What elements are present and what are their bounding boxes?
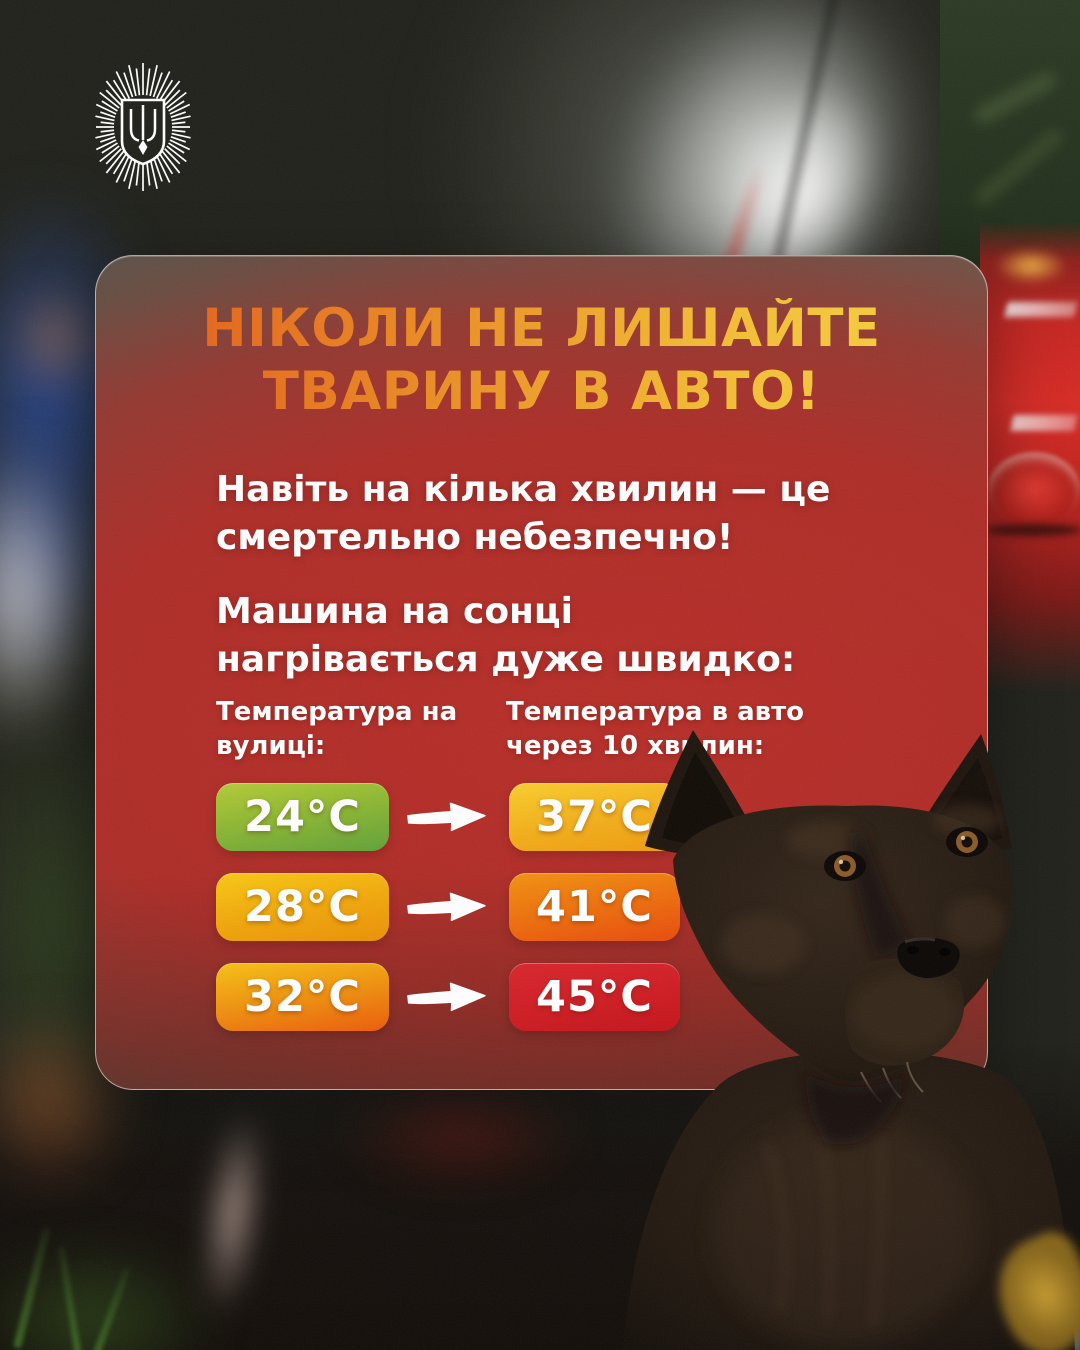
grass-blade — [12, 1225, 52, 1350]
temp-badge-outside: 32°C — [216, 963, 389, 1031]
temp-badge-outside: 24°C — [216, 783, 389, 851]
arrow-right-icon — [407, 802, 486, 832]
title-line-2: ТВАРИНУ В АВТО! — [262, 360, 821, 422]
turn-signal-light — [995, 248, 1067, 284]
arrow-right-icon — [407, 982, 486, 1012]
heating-text: Машина на сонці нагрівається дуже швидко… — [216, 591, 796, 680]
leaf — [972, 126, 1066, 208]
person-arm — [8, 282, 103, 397]
poster-title: НІКОЛИ НЕ ЛИШАЙТЕ ТВАРИНУ В АВТО! — [96, 298, 987, 423]
taillight-highlight — [1004, 302, 1078, 317]
white-blur-shape — [0, 400, 110, 790]
temp-badge-outside: 28°C — [216, 873, 389, 941]
person-in-blue — [0, 430, 105, 690]
red-reflection — [340, 1080, 580, 1185]
grass-blade — [57, 1245, 82, 1350]
title-line-1: НІКОЛИ НЕ ЛИШАЙТЕ — [202, 298, 881, 359]
leaf — [971, 69, 1059, 127]
taillight-shadow — [986, 524, 1080, 536]
red-car-body — [980, 222, 1080, 692]
taillight-highlight — [1010, 415, 1078, 431]
warning-text: Навіть на кілька хвилин — це смертельно … — [216, 469, 831, 558]
temperature-row: 24°C 37°C — [216, 783, 680, 851]
temperature-row: 32°C 45°C — [216, 963, 680, 1031]
grass-glow — [0, 1240, 220, 1350]
arrow-right-icon — [407, 892, 486, 922]
temperature-row: 28°C 41°C — [216, 873, 680, 941]
taillight-lens — [988, 452, 1080, 526]
column-header-outside: Температура на вулиці: — [216, 697, 458, 761]
grass-blade — [91, 1266, 132, 1350]
mvs-ukraine-emblem-logo — [95, 63, 191, 191]
light-flare — [186, 1077, 280, 1348]
dog-photo — [623, 730, 1075, 1350]
